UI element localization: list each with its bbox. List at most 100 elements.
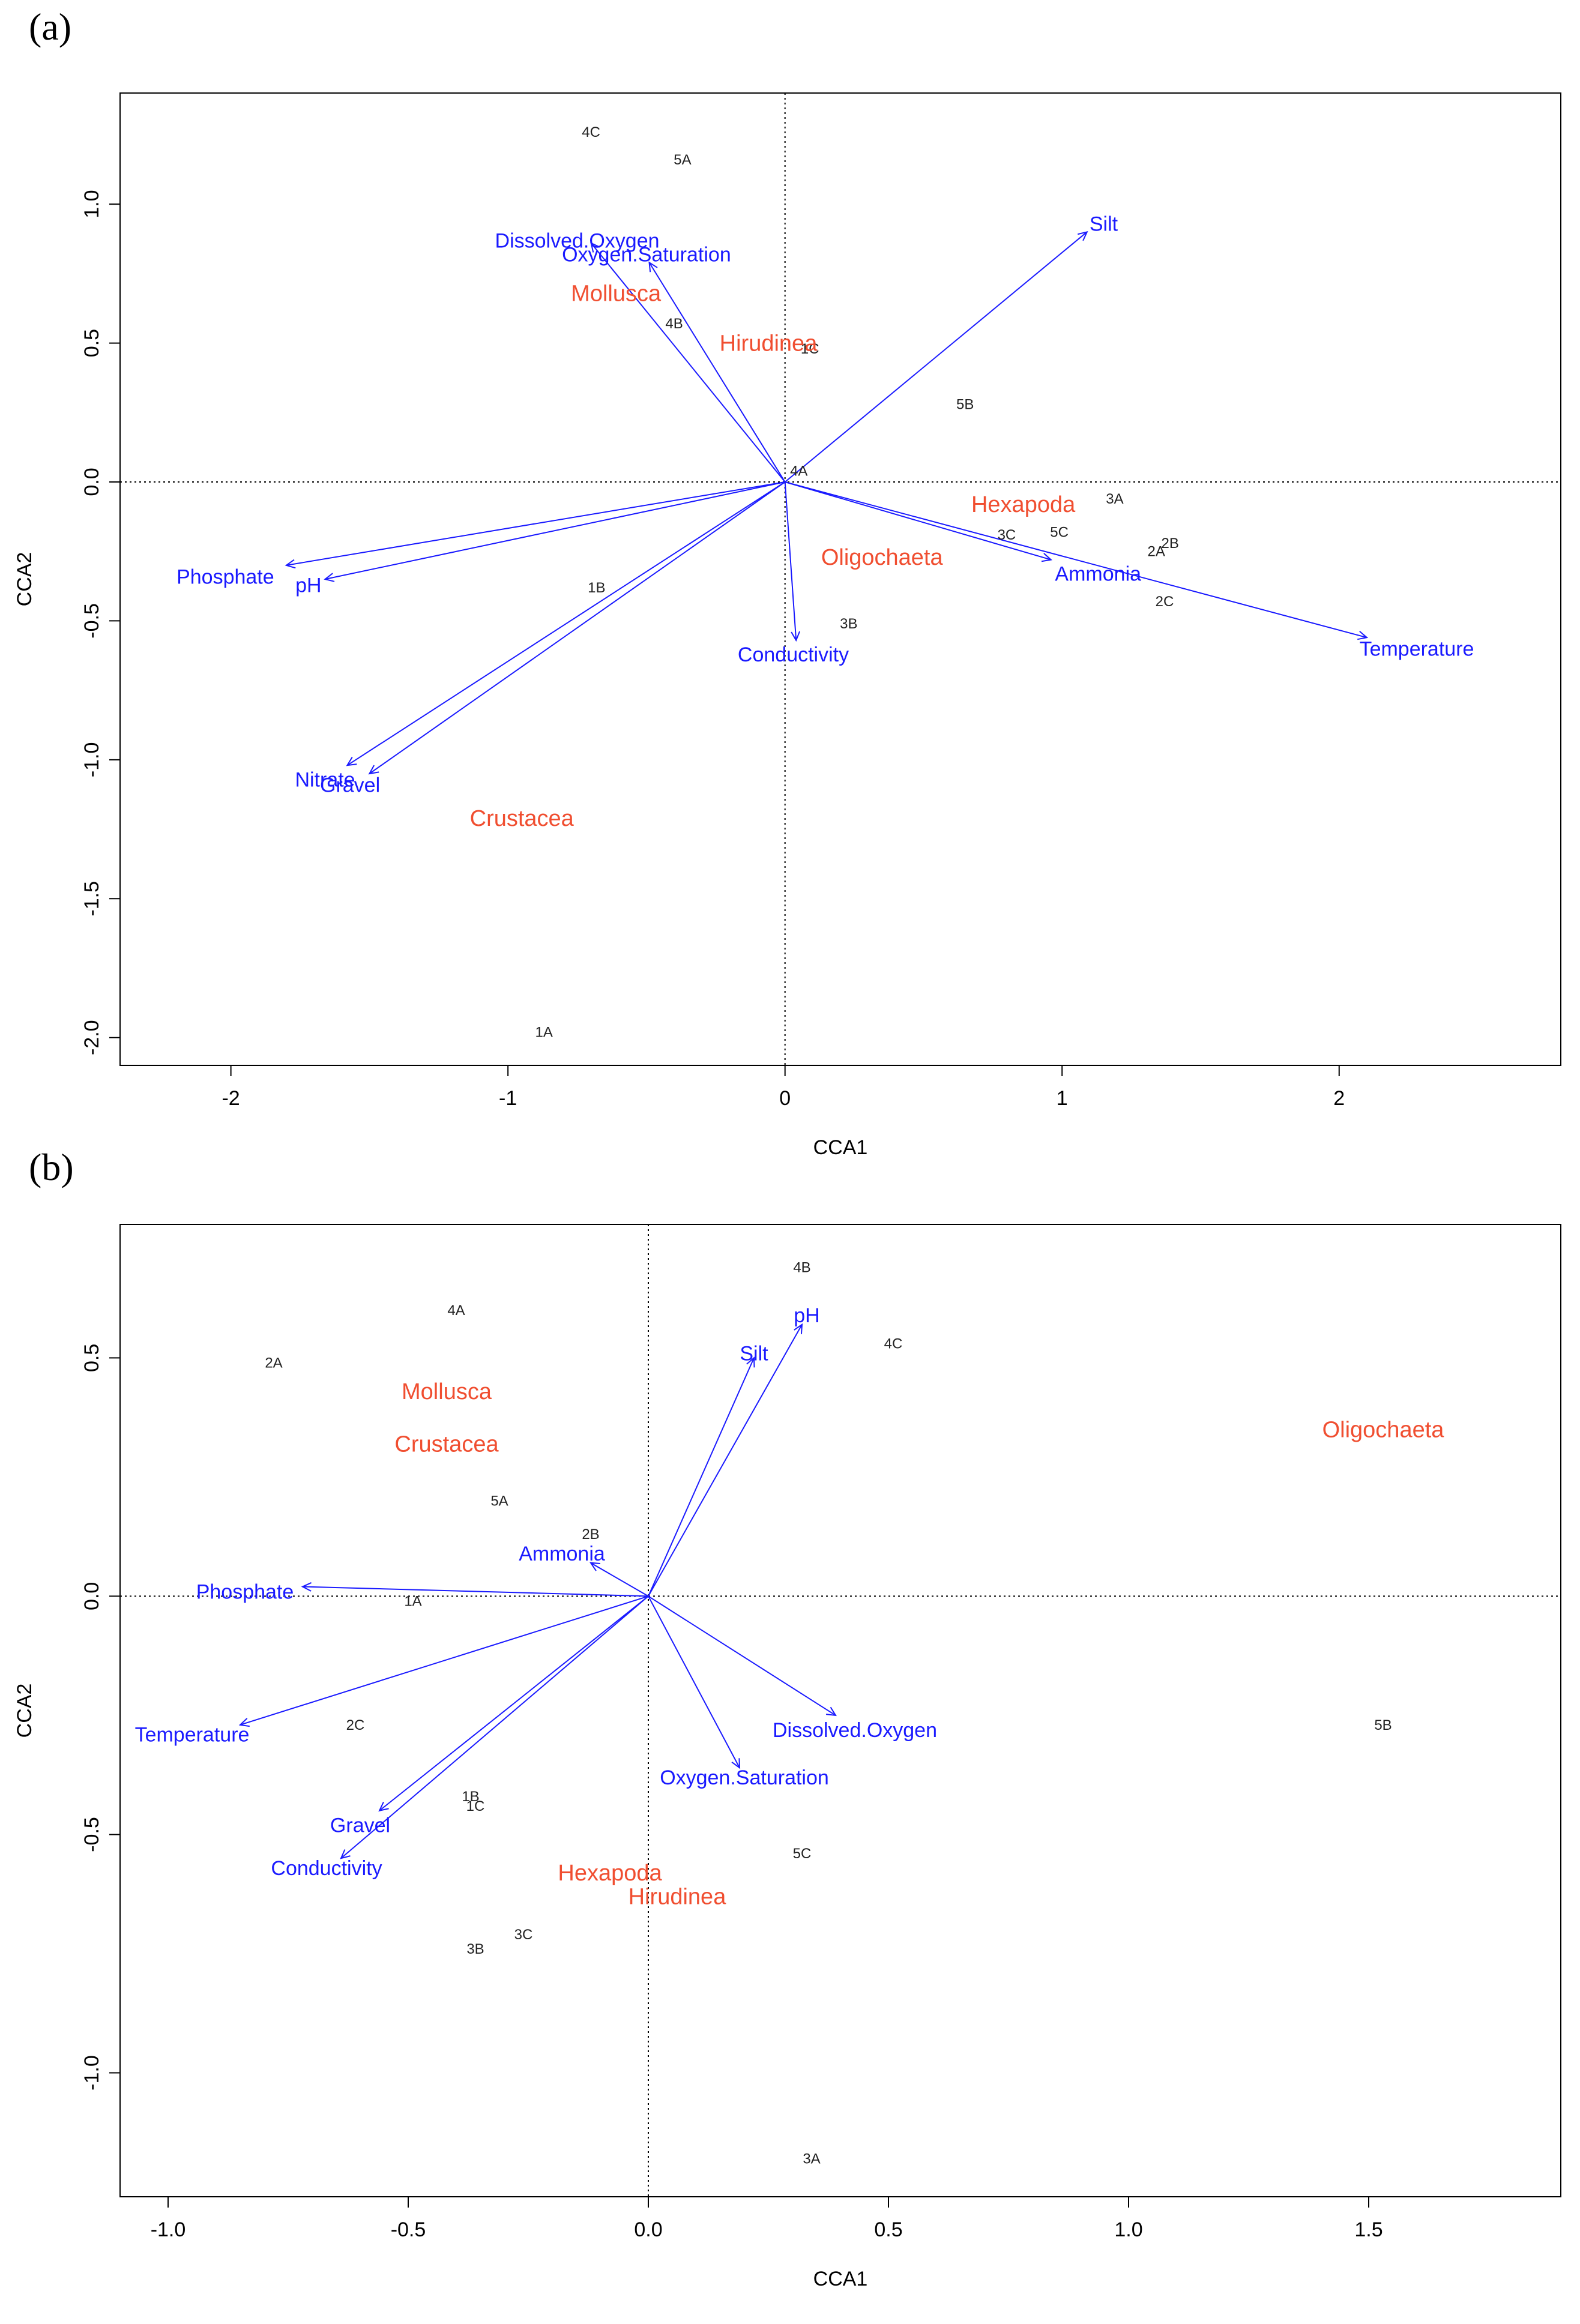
chart-b-y-tick-label: 0.5 xyxy=(80,1344,103,1372)
chart-a-env-arrow-line xyxy=(590,242,786,483)
chart-b-x-tick-label: 1.0 xyxy=(1114,2218,1142,2241)
chart-b-env-arrow-head xyxy=(589,1562,601,1571)
chart-a-y-tick-label: -2.0 xyxy=(80,1020,103,1055)
chart-a-site-label: 5C xyxy=(1050,524,1069,540)
chart-a-env-arrow-head xyxy=(324,573,335,582)
chart-b-env-arrow-line xyxy=(340,1595,649,1859)
chart-b-env-label: Conductivity xyxy=(271,1857,382,1880)
chart-b-env-arrow-line xyxy=(240,1595,649,1726)
chart-b-site-label: 2C xyxy=(346,1717,365,1733)
chart-a-y-tick-label: 0.0 xyxy=(80,468,103,496)
chart-b-env-arrow-line xyxy=(648,1595,740,1768)
chart-a-env-label: Temperature xyxy=(1360,638,1474,661)
chart-a-site-label: 5A xyxy=(674,152,691,168)
chart-a-site-label: 3C xyxy=(998,527,1016,543)
chart-a-taxon-label: Hirudinea xyxy=(720,331,818,357)
chart-a-env-arrow-line xyxy=(648,262,786,483)
chart-a-taxon-label: Hexapoda xyxy=(971,492,1076,517)
chart-b-x-tick-label: 0.0 xyxy=(634,2218,662,2241)
chart-b-x-tick-label: -1.0 xyxy=(151,2218,186,2241)
chart-b-env-arrow-line xyxy=(590,1562,649,1597)
chart-b-taxon-label: Mollusca xyxy=(402,1379,492,1404)
chart-b-env-arrow-line xyxy=(648,1595,836,1716)
chart-a-env-arrow-head xyxy=(1041,553,1052,562)
chart-b-env-label: Silt xyxy=(740,1342,768,1365)
chart-b-site-label: 4B xyxy=(793,1259,810,1275)
chart-b-site-label: 2A xyxy=(265,1355,282,1371)
chart-a-env-label: Ammonia xyxy=(1055,563,1141,586)
chart-b-env-arrow-head xyxy=(794,1323,803,1334)
chart-b-env-label: Gravel xyxy=(330,1814,390,1837)
chart-b-site-label: 4C xyxy=(884,1336,903,1352)
chart-a-y-axis-label: CCA2 xyxy=(13,552,36,607)
chart-b-site-label: 5C xyxy=(793,1846,812,1862)
chart-b-site-label: 1C xyxy=(466,1798,485,1814)
chart-b-env-label: pH xyxy=(794,1304,819,1327)
chart-a-env-label: Gravel xyxy=(320,774,380,797)
chart-b-site-label: 3A xyxy=(803,2151,820,2167)
chart-a-y-tick-label: 0.5 xyxy=(80,329,103,357)
chart-a-site-label: 4B xyxy=(665,316,683,332)
chart-a-site-label: 1B xyxy=(588,580,605,596)
chart-a-env-arrow-line xyxy=(785,481,1367,639)
chart-b-taxon-label: Hirudinea xyxy=(629,1885,727,1910)
chart-b-site-label: 4A xyxy=(447,1302,465,1319)
chart-b-env-arrow-line xyxy=(302,1586,649,1597)
chart-a-site-label: 1C xyxy=(801,341,819,357)
chart-b-x-tick-label: 1.5 xyxy=(1354,2218,1382,2241)
chart-a-env-label: Nitrate xyxy=(295,768,355,791)
chart-b-y-axis-label: CCA2 xyxy=(13,1684,36,1738)
chart-a-env-arrow-head xyxy=(648,261,658,272)
chart-a-y-tick-label: -0.5 xyxy=(80,603,103,639)
panel-label-a: (a) xyxy=(29,5,72,48)
chart-a-plot-frame xyxy=(119,92,1561,1066)
chart-a-env-arrow-line xyxy=(785,481,1052,561)
chart-b-site-label: 1B xyxy=(462,1789,479,1805)
chart-b-env-label: Temperature xyxy=(135,1724,250,1747)
chart-a-site-label: 2C xyxy=(1156,594,1174,610)
chart-a-env-arrow-head xyxy=(1077,230,1088,241)
chart-b-env-arrow-head xyxy=(825,1706,837,1717)
chart-b-site-label: 1A xyxy=(404,1593,421,1609)
panel-label-b: (b) xyxy=(29,1146,74,1188)
chart-b-y-tick-label: -0.5 xyxy=(80,1817,103,1852)
chart-a-env-arrow-line xyxy=(784,481,797,640)
chart-b-taxon-label: Oligochaeta xyxy=(1322,1417,1445,1442)
chart-b-env-arrow-line xyxy=(379,1595,649,1811)
chart-a-x-tick-label: -1 xyxy=(499,1087,517,1110)
chart-a-y-tick-label: -1.0 xyxy=(80,742,103,778)
chart-b-plot-frame xyxy=(119,1224,1561,2197)
chart-a-site-label: 1A xyxy=(535,1024,552,1040)
chart-b-x-tick-label: 0.5 xyxy=(874,2218,902,2241)
chart-a-env-arrow-head xyxy=(285,559,296,569)
chart-b-site-label: 5B xyxy=(1374,1717,1392,1733)
chart-b-env-label: Phosphate xyxy=(196,1580,294,1603)
chart-a-env-label: Dissolved.Oxygen xyxy=(495,229,660,252)
chart-a-env-arrow-head xyxy=(368,765,379,775)
chart-a-env-label: Silt xyxy=(1090,213,1118,236)
cca-biplot-a: -2 -1 0 1 2 -2.0 -1.5 -1.0 -0.5 0.0 0.5 1.0 CCA1 CCA2… xyxy=(13,92,1561,1159)
chart-b-env-arrow-head xyxy=(301,1582,312,1592)
chart-b-env-arrow-line xyxy=(648,1357,755,1597)
chart-b-env-label: Dissolved.Oxygen xyxy=(773,1719,937,1742)
chart-b-env-arrow-head xyxy=(378,1801,389,1812)
chart-a-site-label: 4C xyxy=(582,124,600,140)
chart-a-env-arrow-line xyxy=(346,481,786,766)
chart-b-y-tick-label: 0.0 xyxy=(80,1582,103,1610)
chart-b-x-tick-label: -0.5 xyxy=(391,2218,426,2241)
cca-biplot-b: -1.0 -0.5 0.0 0.5 1.0 1.5 -1.0 -0.5 0.0 0.5 CCA1 CC… xyxy=(13,1224,1561,2290)
chart-a-site-label: 2B xyxy=(1162,535,1179,552)
chart-b-y-tick-label: -1.0 xyxy=(80,2055,103,2091)
chart-a-env-arrow-line xyxy=(369,481,786,774)
chart-a-site-label: 3B xyxy=(840,616,857,632)
chart-a-x-axis-label: CCA1 xyxy=(813,1136,868,1159)
chart-a-x-tick-label: -2 xyxy=(222,1087,240,1110)
chart-b-site-label: 2B xyxy=(582,1526,599,1543)
chart-a-site-label: 4A xyxy=(790,463,807,479)
chart-b-env-arrow-line xyxy=(648,1324,803,1597)
chart-a-y-tick-label: -1.5 xyxy=(80,881,103,917)
chart-b-taxon-label: Hexapoda xyxy=(558,1861,662,1886)
chart-b-env-arrow-head xyxy=(746,1356,755,1368)
chart-a-env-label: pH xyxy=(295,574,321,597)
chart-b-env-arrow-head xyxy=(731,1758,741,1769)
